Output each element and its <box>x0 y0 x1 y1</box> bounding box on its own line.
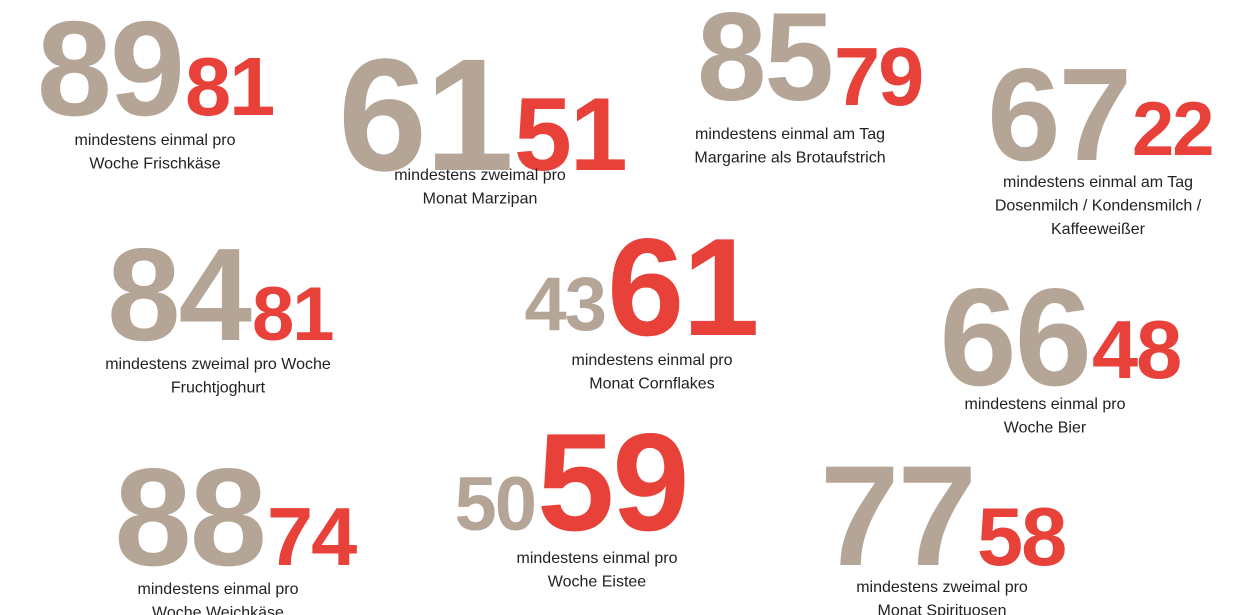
first-value: 61 <box>338 25 512 204</box>
second-value: 59 <box>537 405 688 560</box>
item-label: Monat Marzipan <box>423 191 538 208</box>
item-label: Woche Eistee <box>548 574 647 591</box>
item-label: Kaffeeweißer <box>1051 221 1146 238</box>
first-value: 88 <box>114 440 265 595</box>
first-value: 43 <box>524 262 605 347</box>
second-value: 79 <box>834 30 922 123</box>
first-value: 84 <box>107 221 251 368</box>
item-label: Woche Weichkäse <box>152 605 284 615</box>
item-label: mindestens zweimal pro <box>394 167 566 184</box>
item-label: mindestens einmal pro <box>517 550 678 567</box>
second-value: 74 <box>267 490 357 583</box>
item-label: Margarine als Brotaufstrich <box>694 150 885 167</box>
first-value: 66 <box>939 260 1090 415</box>
item-label: mindestens zweimal pro <box>856 579 1028 596</box>
item-label: mindestens einmal pro <box>75 132 236 149</box>
first-value: 77 <box>820 437 975 596</box>
item-label: Woche Frischkäse <box>89 156 220 173</box>
item-label: Dosenmilch / Kondensmilch / <box>995 198 1202 215</box>
item-label: mindestens einmal am Tag <box>1003 174 1193 191</box>
first-value: 50 <box>454 462 535 547</box>
item-label: mindestens einmal pro <box>138 581 299 598</box>
item-label: Fruchtjoghurt <box>171 380 266 397</box>
second-value: 58 <box>977 490 1065 583</box>
second-value: 51 <box>514 77 626 193</box>
item-label: mindestens einmal pro <box>965 396 1126 413</box>
item-label: mindestens einmal pro <box>572 352 733 369</box>
first-value: 89 <box>37 0 183 144</box>
item-label: Monat Cornflakes <box>589 376 714 393</box>
second-value: 61 <box>607 210 758 365</box>
second-value: 81 <box>252 272 333 357</box>
item-label: Monat Spirituosen <box>878 603 1007 615</box>
second-value: 48 <box>1092 303 1180 396</box>
item-label: mindestens zweimal pro Woche <box>105 356 331 373</box>
second-value: 22 <box>1132 87 1213 172</box>
second-value: 81 <box>185 40 273 133</box>
item-label: mindestens einmal am Tag <box>695 126 885 143</box>
first-value: 67 <box>987 41 1130 188</box>
item-label: Woche Bier <box>1004 420 1087 437</box>
first-value: 85 <box>697 0 832 127</box>
